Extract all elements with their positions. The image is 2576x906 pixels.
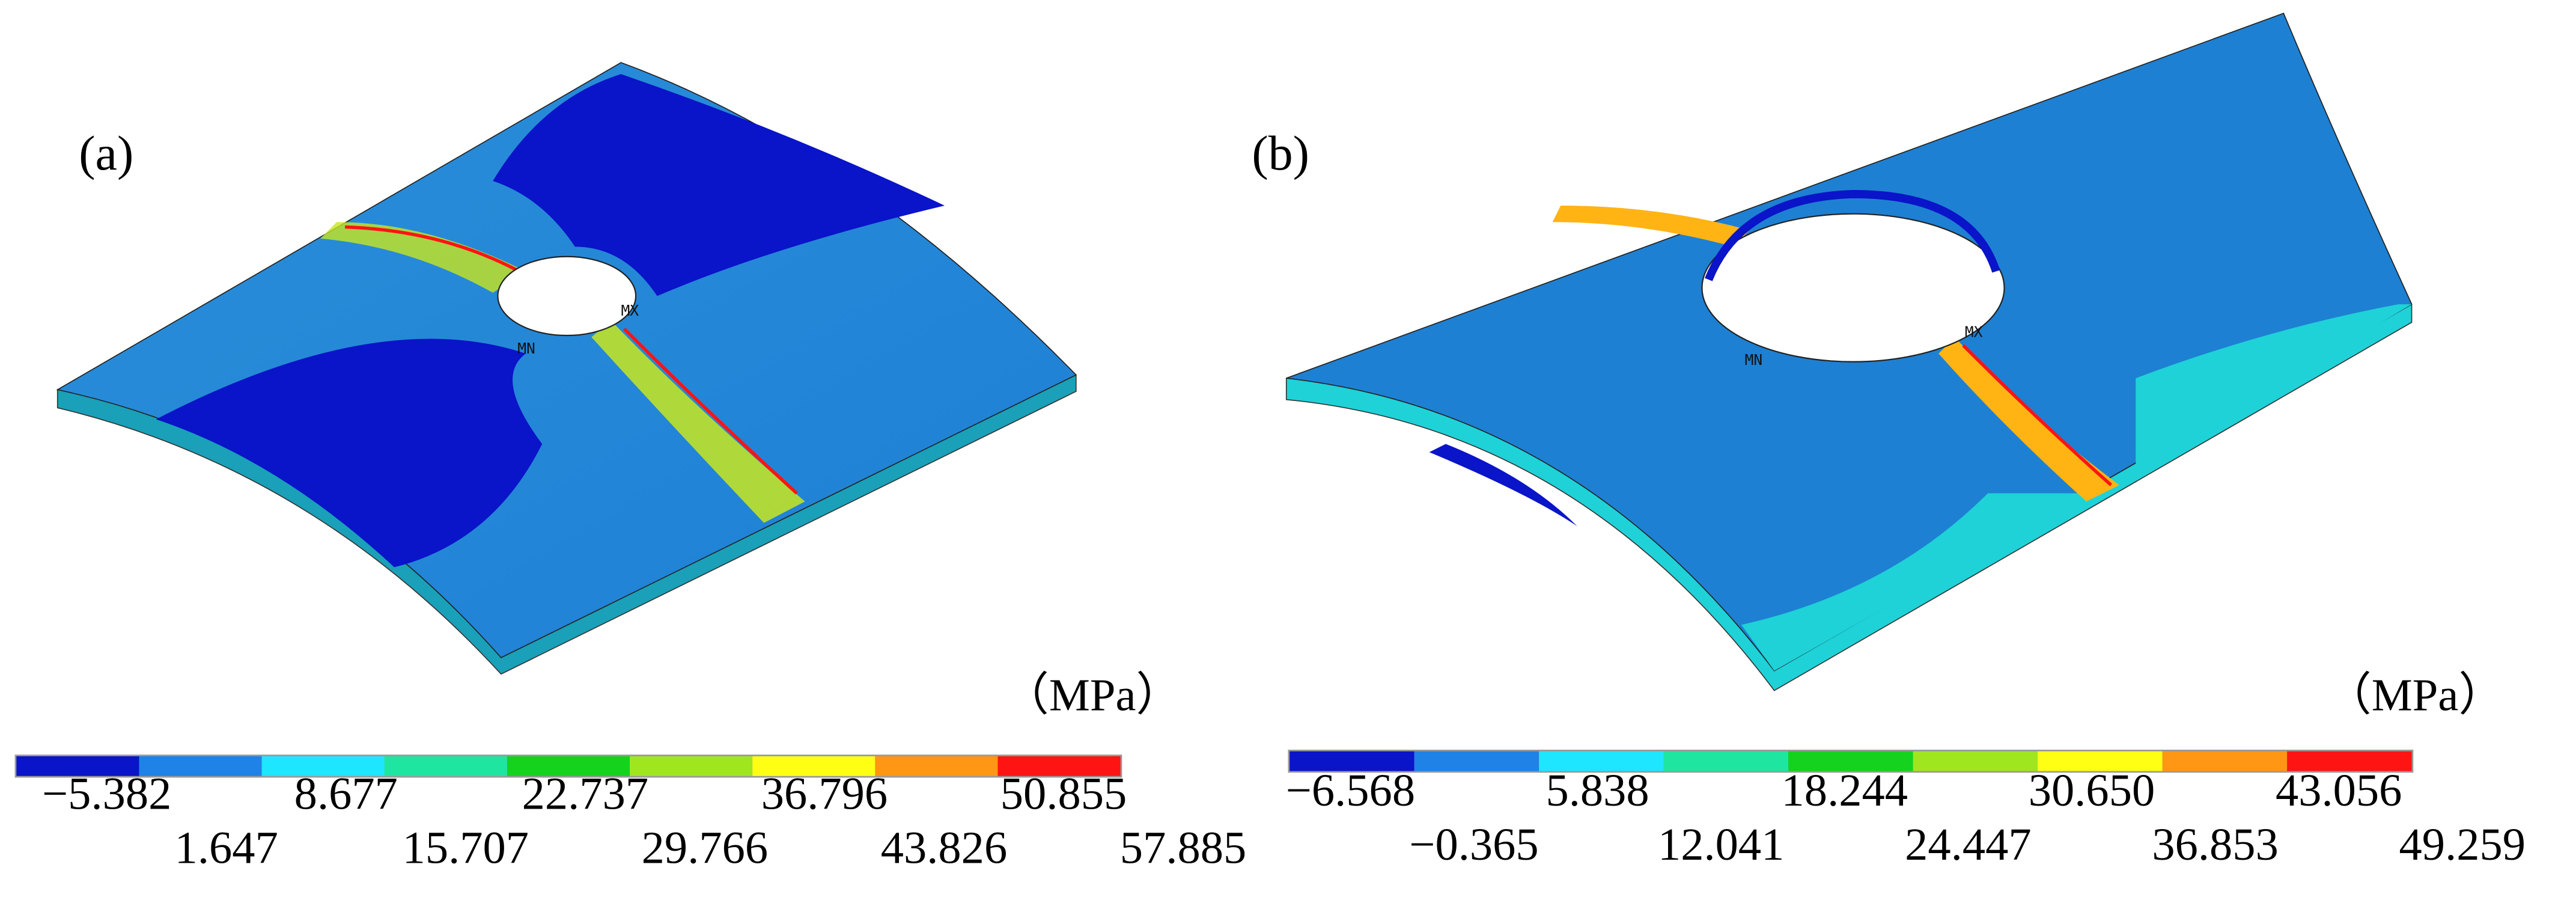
- colorbar-tick-label: 50.855: [1000, 768, 1127, 819]
- colorbar-segment: [875, 756, 998, 776]
- colorbar-segment: [1290, 751, 1414, 771]
- colorbar-tick-label: 8.677: [294, 768, 398, 819]
- unit-label: （MPa）: [2325, 669, 2504, 720]
- plate-a: [56, 62, 1077, 675]
- low-region: [493, 74, 945, 296]
- colorbar-tick-label: −6.568: [1286, 765, 1415, 816]
- colorbar-tick-label: 12.041: [1658, 819, 1785, 870]
- plate-b: [1285, 13, 2413, 691]
- node-marker: MX: [621, 302, 639, 319]
- colorbar-tick-label: 36.853: [2152, 819, 2279, 870]
- colorbar-tick-label: 57.885: [1120, 822, 1247, 874]
- colorbar-tick-label: 43.056: [2276, 765, 2402, 816]
- colorbar-tick-label: 43.826: [881, 822, 1008, 874]
- colorbar-tick-label: 5.838: [1545, 765, 1649, 816]
- colorbar-segment: [1788, 751, 1913, 771]
- colorbar-tick-label: 24.447: [1905, 819, 2032, 870]
- colorbar-tick-label: −5.382: [42, 768, 171, 819]
- colorbar-segment: [1663, 751, 1789, 771]
- colorbar-tick-label: 22.737: [522, 768, 649, 819]
- colorbar-tick-label: 1.647: [175, 822, 278, 874]
- colorbar-tick-label: −0.365: [1409, 819, 1538, 870]
- colorbar-tick-label: 15.707: [403, 822, 529, 874]
- colorbar-segment: [2162, 751, 2288, 771]
- colorbar-segment: [1414, 751, 1539, 771]
- colorbar-segment: [1913, 751, 2038, 771]
- colorbar-segment: [384, 756, 507, 776]
- colorbar-segment: [997, 756, 1121, 776]
- colorbar-tick-label: 36.796: [761, 768, 888, 819]
- colorbar-tick-label: 30.650: [2029, 765, 2155, 816]
- panel-label: (a): [79, 126, 133, 180]
- low-region: [156, 338, 543, 568]
- colorbar-segment: [752, 756, 875, 776]
- node-marker: MN: [1745, 351, 1763, 369]
- colorbar-segment: [261, 756, 385, 776]
- node-marker: MN: [517, 340, 535, 357]
- colorbar-segment: [16, 756, 139, 776]
- colorbar-segment: [507, 756, 630, 776]
- colorbar-tick-label: 18.244: [1782, 765, 1908, 816]
- colorbar-segment: [1539, 751, 1664, 771]
- panel-label: (b): [1252, 126, 1309, 180]
- colorbar-tick-label: 49.259: [2399, 819, 2526, 870]
- colorbar-segment: [2287, 751, 2412, 771]
- colorbar-segment: [630, 756, 753, 776]
- node-marker: MX: [1965, 323, 1983, 341]
- colorbar-segment: [2038, 751, 2163, 771]
- colorbar-tick-label: 29.766: [642, 822, 769, 874]
- colorbar-segment: [139, 756, 262, 776]
- unit-label: （MPa）: [1003, 669, 1182, 720]
